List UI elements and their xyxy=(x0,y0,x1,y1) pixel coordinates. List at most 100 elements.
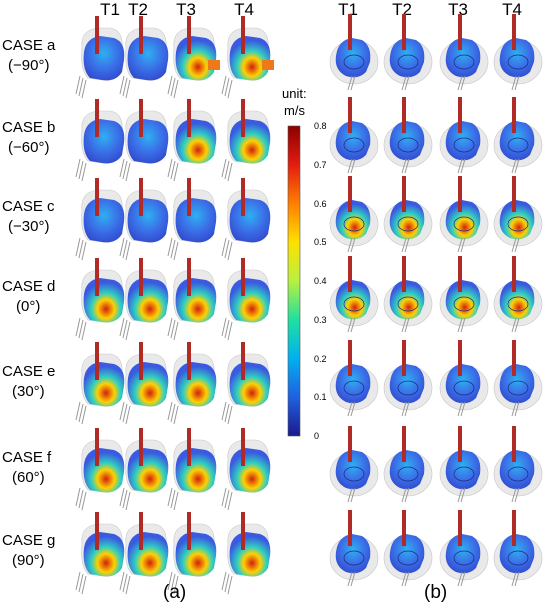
simulation-cell-b xyxy=(383,426,433,503)
simulation-cell-a xyxy=(119,258,169,341)
case-angle: (30°) xyxy=(12,383,45,400)
simulation-cell-a xyxy=(75,16,125,99)
col-header-a-t2: T2 xyxy=(128,0,148,19)
case-angle: (−60°) xyxy=(8,139,50,156)
simulation-cell-a xyxy=(221,16,274,99)
case-name: CASE e xyxy=(2,363,56,380)
simulation-cell-a xyxy=(167,428,217,511)
colorbar-tick: 0 xyxy=(314,431,320,441)
simulation-cell-a xyxy=(167,16,220,99)
simulation-cell-b xyxy=(329,426,379,503)
simulation-cell-a xyxy=(221,258,271,341)
simulation-cell-a xyxy=(119,99,169,182)
simulation-cell-b xyxy=(329,510,379,587)
simulation-cell-b xyxy=(493,14,543,91)
colorbar-unit: m/s xyxy=(284,103,305,118)
simulation-cell-a xyxy=(221,99,271,182)
col-header-b-t4: T4 xyxy=(502,0,522,19)
colorbar-tick: 0.6 xyxy=(314,198,327,209)
simulation-cell-b xyxy=(493,426,543,503)
simulation-cell-a xyxy=(75,428,125,511)
simulation-cell-b xyxy=(329,176,379,253)
simulation-cell-b xyxy=(383,256,433,333)
case-angle: (−30°) xyxy=(8,218,50,235)
simulation-cell-a xyxy=(221,342,271,425)
colorbar-unit-label: unit: xyxy=(282,86,307,101)
col-header-a-t4: T4 xyxy=(234,0,254,19)
simulation-cell-a xyxy=(119,428,169,511)
colorbar-tick: 0.1 xyxy=(314,392,327,403)
case-label-b: CASE b (−60°) xyxy=(2,118,68,158)
case-name: CASE b xyxy=(2,119,56,136)
panel-b-cells xyxy=(329,14,543,587)
simulation-cell-a xyxy=(221,512,271,595)
colorbar-tick: 0.3 xyxy=(314,314,327,325)
colorbar-tick: 0.5 xyxy=(314,237,327,248)
simulation-cell-b xyxy=(493,176,543,253)
simulation-cell-a xyxy=(167,258,217,341)
panel-a-cells xyxy=(75,16,274,595)
simulation-cell-b xyxy=(329,256,379,333)
simulation-cell-b xyxy=(383,510,433,587)
colorbar-tick: 0.8 xyxy=(314,121,327,131)
colorbar xyxy=(287,125,301,437)
case-name: CASE g xyxy=(2,532,56,549)
simulation-cell-a xyxy=(119,178,169,261)
simulation-cell-a xyxy=(119,16,169,99)
simulation-cell-b xyxy=(493,97,543,174)
case-angle: (60°) xyxy=(12,469,45,486)
case-name: CASE d xyxy=(2,278,56,295)
simulation-cell-a xyxy=(119,512,169,595)
colorbar-tick: 0.4 xyxy=(314,276,327,286)
case-label-c: CASE c (−30°) xyxy=(2,197,68,237)
simulation-cell-b xyxy=(329,97,379,174)
case-label-g: CASE g (90°) xyxy=(2,531,68,571)
case-angle: (90°) xyxy=(12,552,45,569)
simulation-cell-a xyxy=(75,99,125,182)
simulation-cell-b xyxy=(439,14,489,91)
simulation-cell-b xyxy=(383,97,433,174)
case-name: CASE c xyxy=(2,198,55,215)
simulation-cell-a xyxy=(75,512,125,595)
simulation-cell-a xyxy=(119,342,169,425)
case-name: CASE a xyxy=(2,37,56,54)
simulation-cell-a xyxy=(167,512,217,595)
simulation-cell-a xyxy=(75,178,125,261)
col-header-b-t3: T3 xyxy=(448,0,468,19)
simulation-cell-b xyxy=(439,176,489,253)
case-label-a: CASE a (−90°) xyxy=(2,36,68,76)
case-label-f: CASE f (60°) xyxy=(2,448,68,488)
simulation-cell-b xyxy=(493,510,543,587)
simulation-cell-b xyxy=(383,14,433,91)
case-name: CASE f xyxy=(2,449,52,466)
simulation-cell-a xyxy=(75,342,125,425)
panel-label-b: (b) xyxy=(424,582,448,603)
simulation-cell-b xyxy=(439,340,489,417)
simulation-cell-b xyxy=(439,256,489,333)
panel-label-a: (a) xyxy=(163,582,187,603)
col-header-b-t2: T2 xyxy=(392,0,412,19)
simulation-cell-b xyxy=(329,14,379,91)
simulation-cell-b xyxy=(493,256,543,333)
col-header-a-t1: T1 xyxy=(100,0,120,19)
simulation-cell-a xyxy=(167,342,217,425)
col-header-b-t1: T1 xyxy=(338,0,358,19)
case-label-d: CASE d (0°) xyxy=(2,277,68,317)
simulation-cell-b xyxy=(383,176,433,253)
colorbar-tick: 0.2 xyxy=(314,353,327,364)
simulation-cell-b xyxy=(439,426,489,503)
simulation-cell-a xyxy=(75,258,125,341)
simulation-cell-a xyxy=(221,428,271,511)
simulation-cell-b xyxy=(439,97,489,174)
simulation-cell-a xyxy=(167,99,217,182)
simulation-cell-b xyxy=(329,340,379,417)
colorbar-tick: 0.7 xyxy=(314,159,327,170)
case-label-e: CASE e (30°) xyxy=(2,362,68,402)
simulation-cell-a xyxy=(167,178,217,261)
simulation-cell-b xyxy=(493,340,543,417)
simulation-cell-b xyxy=(439,510,489,587)
case-angle: (−90°) xyxy=(8,57,50,74)
simulation-cell-b xyxy=(383,340,433,417)
simulation-cell-a xyxy=(221,178,271,261)
